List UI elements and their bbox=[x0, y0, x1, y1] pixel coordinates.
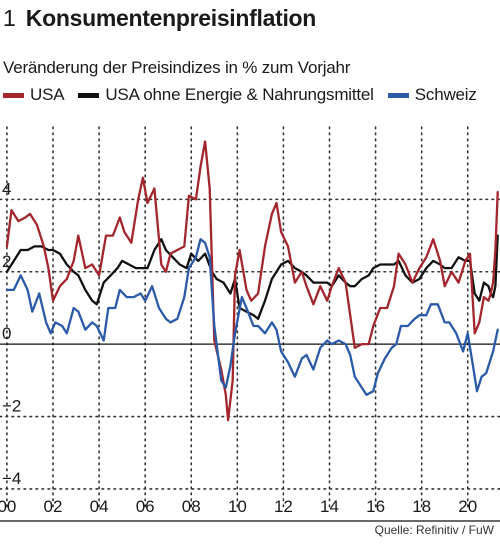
x-tick-label: 12 bbox=[274, 497, 293, 516]
legend-swatch-core bbox=[78, 92, 100, 98]
source-note: Quelle: Refinitiv / FuW bbox=[374, 523, 494, 537]
x-tick-label: 04 bbox=[90, 497, 109, 516]
figure-title: Konsumentenpreisinflation bbox=[25, 5, 317, 31]
axis-labels: 420−2−400 02 04 06 08 10 12 14 16 18 20 bbox=[0, 179, 477, 516]
series-line-usa bbox=[5, 140, 499, 422]
x-tick-label: 02 bbox=[44, 497, 63, 516]
x-tick-label: 20 bbox=[458, 497, 477, 516]
legend-swatch-schweiz bbox=[387, 92, 409, 98]
legend-item-usa: USA bbox=[3, 85, 65, 105]
y-tick-label: 0 bbox=[2, 324, 11, 343]
x-tick-label: 14 bbox=[320, 497, 339, 516]
series-line-core bbox=[5, 234, 499, 320]
legend-item-core: USA ohne Energie & Nahrungsmittel bbox=[78, 85, 374, 105]
legend-swatch-usa bbox=[3, 92, 24, 98]
legend: USA USA ohne Energie & Nahrungsmittel Sc… bbox=[3, 85, 491, 105]
x-tick-label: 10 bbox=[228, 497, 247, 516]
legend-item-schweiz: Schweiz bbox=[387, 85, 477, 105]
legend-label-usa: USA bbox=[30, 85, 65, 104]
x-tick-label: 00 bbox=[0, 497, 16, 516]
x-tick-label: 16 bbox=[366, 497, 385, 516]
grid-layer bbox=[0, 126, 500, 522]
y-tick-label: −4 bbox=[2, 469, 21, 488]
y-tick-label: 2 bbox=[2, 252, 11, 271]
legend-label-core: USA ohne Energie & Nahrungsmittel bbox=[105, 85, 374, 104]
figure-number: 1 bbox=[3, 5, 16, 31]
x-tick-label: 18 bbox=[412, 497, 431, 516]
legend-label-schweiz: Schweiz bbox=[414, 85, 477, 104]
y-tick-label: −2 bbox=[2, 397, 21, 416]
series-layer bbox=[5, 140, 499, 422]
y-tick-label: 4 bbox=[2, 179, 11, 198]
chart-subtitle: Veränderung der Preisindizes in % zum Vo… bbox=[3, 58, 351, 77]
x-tick-label: 06 bbox=[136, 497, 155, 516]
chart-title: 1 Konsumentenpreisinflation bbox=[3, 4, 316, 32]
series-line-schweiz bbox=[5, 238, 499, 396]
x-tick-label: 08 bbox=[182, 497, 201, 516]
